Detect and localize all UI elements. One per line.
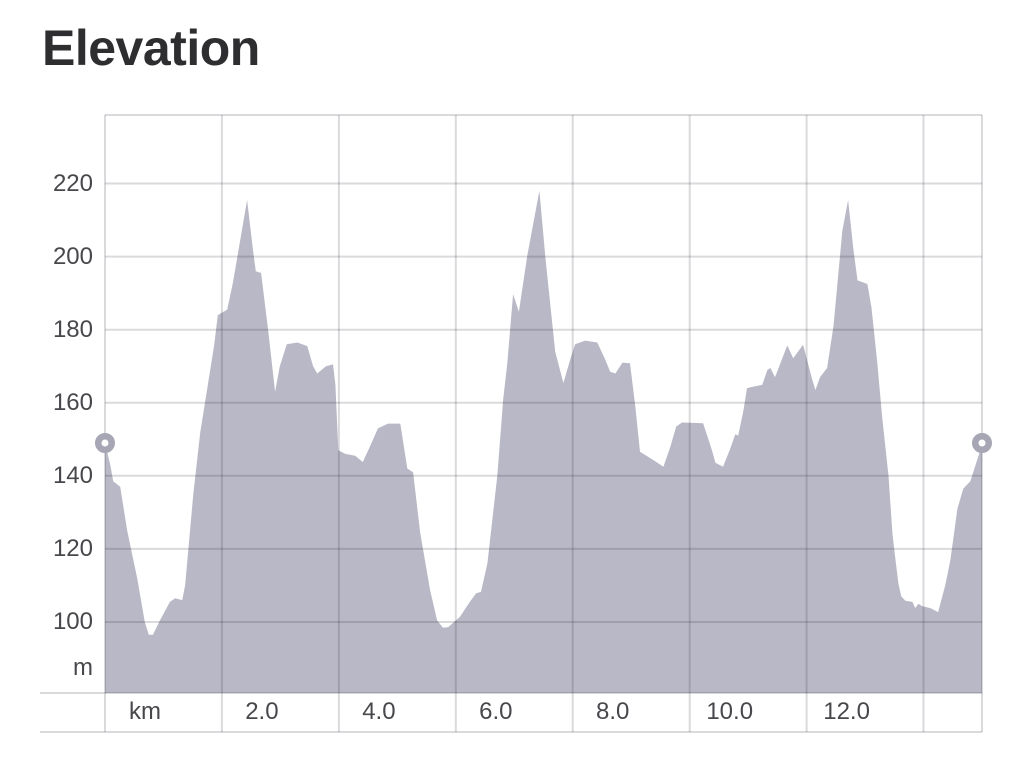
- y-tick-label: 180: [52, 315, 93, 343]
- y-tick-label: 200: [52, 242, 93, 270]
- end-marker: [972, 433, 992, 453]
- y-tick-label: 120: [52, 534, 93, 562]
- y-tick-label: 100: [52, 608, 93, 635]
- elevation-area-path: [105, 190, 982, 694]
- x-axis-unit-label: km: [129, 698, 161, 725]
- x-tick-label: 4.0: [362, 698, 396, 725]
- elevation-area: [105, 190, 982, 694]
- x-tick-label: 10.0: [706, 698, 754, 725]
- y-tick-label: 140: [52, 461, 93, 489]
- start-marker: [95, 433, 115, 453]
- x-tick-label: 12.0: [823, 698, 870, 725]
- y-tick-label: 160: [52, 388, 93, 416]
- y-tick-label: 220: [52, 169, 93, 197]
- chart-title: Elevation: [42, 20, 260, 76]
- x-tick-label: 6.0: [479, 698, 513, 725]
- x-tick-label: 8.0: [596, 698, 630, 725]
- y-axis-unit-label: m: [73, 654, 93, 681]
- chart-gridlines: [40, 114, 983, 733]
- x-tick-label: 2.0: [245, 698, 279, 725]
